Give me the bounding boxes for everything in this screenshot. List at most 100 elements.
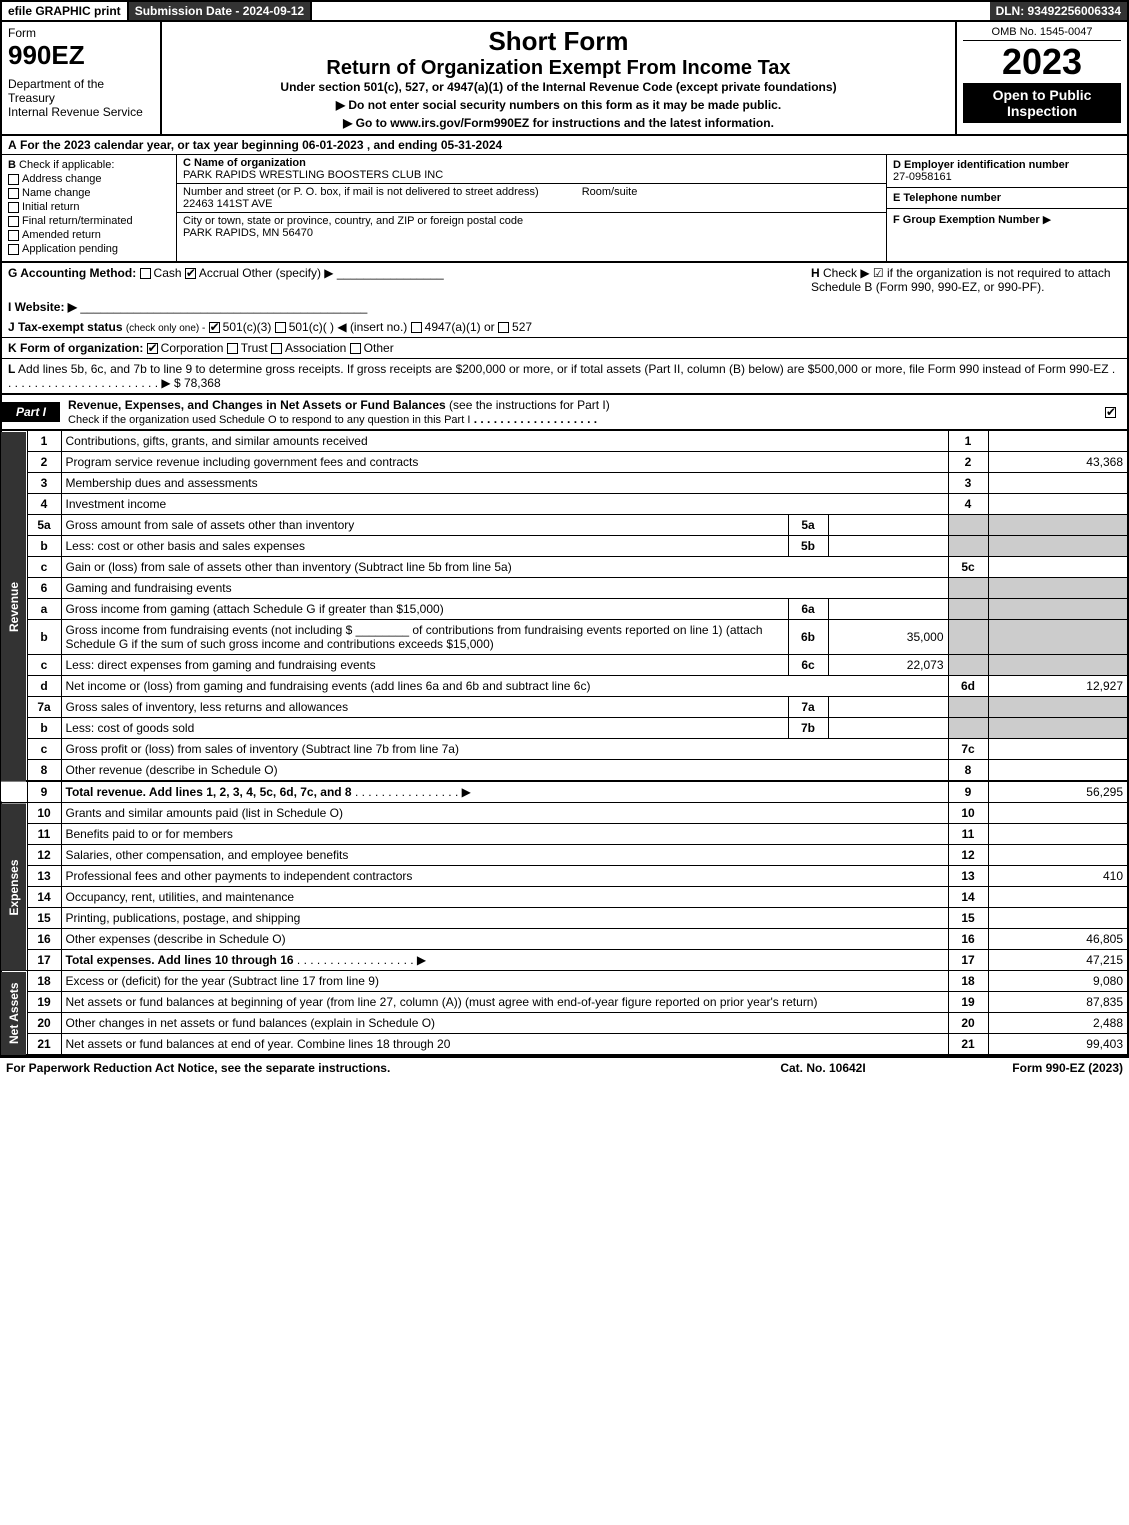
instr2-pre: Go to [356,116,391,130]
ein-label: D Employer identification number [893,159,1069,171]
form-number: 990EZ [8,40,154,71]
table-row: 12 Salaries, other compensation, and emp… [1,845,1128,866]
checkbox-cash[interactable] [140,268,151,279]
checkbox-other[interactable] [350,343,361,354]
dln-label: DLN: 93492256006334 [990,2,1127,20]
street-label: Number and street (or P. O. box, if mail… [183,186,539,198]
efile-print-label[interactable]: efile GRAPHIC print [2,2,129,20]
table-row: 16 Other expenses (describe in Schedule … [1,929,1128,950]
table-row: 4 Investment income 4 [1,494,1128,515]
checkbox-4947[interactable] [411,322,422,333]
name-label: C Name of organization [183,157,306,169]
line-h-text: Check ▶ ☑ if the organization is not req… [811,266,1111,294]
table-row: 14 Occupancy, rent, utilities, and maint… [1,887,1128,908]
table-row: 2 Program service revenue including gove… [1,452,1128,473]
table-row: 21 Net assets or fund balances at end of… [1,1034,1128,1056]
checkbox-final-return[interactable]: Final return/terminated [8,215,170,227]
checkbox-application-pending[interactable]: Application pending [8,243,170,255]
revenue-side-label: Revenue [1,431,27,781]
checkbox-initial-return[interactable]: Initial return [8,201,170,213]
line-j-note: (check only one) - [126,323,205,334]
table-row: Revenue 1 Contributions, gifts, grants, … [1,431,1128,452]
box-def: D Employer identification number 27-0958… [887,155,1127,261]
table-row: 19 Net assets or fund balances at beginn… [1,992,1128,1013]
netassets-side-label: Net Assets [1,971,27,1055]
city-label: City or town, state or province, country… [183,215,880,227]
table-row: c Less: direct expenses from gaming and … [1,655,1128,676]
table-row: 6 Gaming and fundraising events [1,578,1128,599]
table-row: 17 Total expenses. Add lines 10 through … [1,950,1128,971]
department-label: Department of the Treasury Internal Reve… [8,77,154,119]
part-1-header: Part I Revenue, Expenses, and Changes in… [0,394,1129,431]
header-left: Form 990EZ Department of the Treasury In… [2,22,162,134]
line-l: L Add lines 5b, 6c, and 7b to line 9 to … [0,359,1129,394]
bcde-boxes: B Check if applicable: Address change Na… [0,154,1129,263]
header-right: OMB No. 1545-0047 2023 Open to Public In… [957,22,1127,134]
checkbox-accrual[interactable] [185,268,196,279]
checkbox-amended-return[interactable]: Amended return [8,229,170,241]
line-h-label: H [811,266,820,280]
checkbox-corporation[interactable] [147,343,158,354]
gross-receipts-value: $ 78,368 [174,376,221,390]
room-label: Room/suite [582,186,638,198]
checkbox-527[interactable] [498,322,509,333]
table-row: 15 Printing, publications, postage, and … [1,908,1128,929]
instruction-2: Go to www.irs.gov/Form990EZ for instruct… [170,116,947,130]
table-row: b Less: cost of goods sold 7b [1,718,1128,739]
return-title: Return of Organization Exempt From Incom… [170,57,947,80]
city-value: PARK RAPIDS, MN 56470 [183,227,880,239]
omb-number: OMB No. 1545-0047 [963,26,1121,41]
table-row: a Gross income from gaming (attach Sched… [1,599,1128,620]
top-bar: efile GRAPHIC print Submission Date - 20… [0,0,1129,22]
checkbox-association[interactable] [271,343,282,354]
topbar-spacer [312,2,989,20]
checkbox-schedule-o[interactable] [1105,407,1116,418]
expenses-side-label: Expenses [1,803,27,971]
checkbox-501c3[interactable] [209,322,220,333]
line-i: I Website: ▶ ___________________________… [0,297,1129,317]
expenses-table: Expenses 10 Grants and similar amounts p… [0,803,1129,971]
box-b-label: B [8,159,16,171]
table-row: d Net income or (loss) from gaming and f… [1,676,1128,697]
schedule-o-check-text: Check if the organization used Schedule … [68,414,470,426]
table-row: 8 Other revenue (describe in Schedule O)… [1,760,1128,782]
table-row: 9 Total revenue. Add lines 1, 2, 3, 4, 5… [1,781,1128,803]
table-row: c Gross profit or (loss) from sales of i… [1,739,1128,760]
org-name: PARK RAPIDS WRESTLING BOOSTERS CLUB INC [183,169,880,181]
section-a-text: For the 2023 calendar year, or tax year … [20,138,502,152]
table-row: b Gross income from fundraising events (… [1,620,1128,655]
instr2-post: for instructions and the latest informat… [533,116,774,130]
ein-value: 27-0958161 [893,171,1121,183]
part-1-tab: Part I [2,402,60,422]
line-k: K Form of organization: Corporation Trus… [0,338,1129,359]
table-row: 3 Membership dues and assessments 3 [1,473,1128,494]
phone-label: E Telephone number [893,192,1001,204]
part-1-title: Revenue, Expenses, and Changes in Net As… [60,395,1105,429]
box-b-heading: Check if applicable: [19,159,114,171]
table-row: 5a Gross amount from sale of assets othe… [1,515,1128,536]
checkbox-address-change[interactable]: Address change [8,173,170,185]
table-row: 13 Professional fees and other payments … [1,866,1128,887]
line-l-label: L [8,362,15,376]
table-row: 11 Benefits paid to or for members 11 [1,824,1128,845]
form-header: Form 990EZ Department of the Treasury In… [0,22,1129,136]
line-k-label: K Form of organization: [8,341,143,355]
tax-year: 2023 [963,41,1121,83]
checkbox-501c[interactable] [275,322,286,333]
short-form-title: Short Form [170,26,947,57]
line-num: 1 [27,431,61,452]
checkbox-name-change[interactable]: Name change [8,187,170,199]
checkbox-trust[interactable] [227,343,238,354]
box-c: C Name of organization PARK RAPIDS WREST… [177,155,887,261]
instruction-1: Do not enter social security numbers on … [170,98,947,112]
line-l-text: Add lines 5b, 6c, and 7b to line 9 to de… [18,362,1109,376]
table-row: Net Assets 18 Excess or (deficit) for th… [1,971,1128,992]
footer-center: Cat. No. 10642I [723,1061,923,1075]
irs-link[interactable]: www.irs.gov/Form990EZ [390,116,529,130]
group-exemption-label: F Group Exemption Number [893,214,1040,226]
other-specify: Other (specify) [242,266,321,280]
section-a-label: A [8,138,17,152]
table-row: 7a Gross sales of inventory, less return… [1,697,1128,718]
table-row: b Less: cost or other basis and sales ex… [1,536,1128,557]
table-row: c Gain or (loss) from sale of assets oth… [1,557,1128,578]
